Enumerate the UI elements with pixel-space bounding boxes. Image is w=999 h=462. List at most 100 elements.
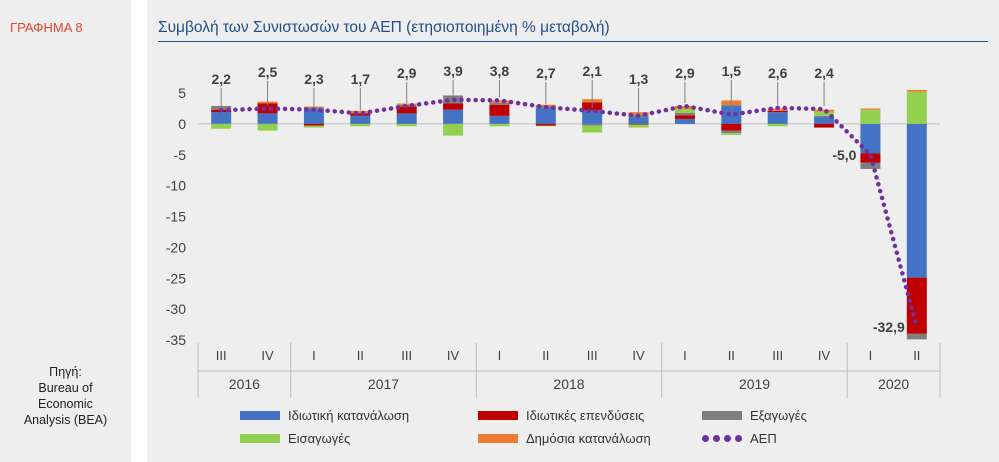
x-year-label: 2020 (878, 376, 909, 392)
bar-segment (721, 105, 742, 124)
bar-segment (211, 105, 232, 110)
bar-segment (211, 123, 232, 129)
y-tick-label: -20 (166, 239, 186, 255)
legend-label: Ιδιωτικές επενδύσεις (526, 408, 645, 423)
chart-legend: Ιδιωτική κατανάλωση Ιδιωτικές επενδύσεις… (240, 408, 980, 458)
bar-segment (489, 123, 510, 127)
data-label: 2,9 (397, 65, 417, 81)
x-quarter-label: II (728, 348, 735, 363)
bar-segment (674, 118, 695, 124)
chart-title: Συμβολή των Συνιστωσών του ΑΕΠ (ετησιοπο… (158, 19, 610, 36)
data-label: 2,9 (675, 65, 695, 81)
bar-segment (303, 125, 324, 128)
bar-segment (906, 277, 927, 334)
data-label: 2,6 (768, 65, 788, 81)
bar-segment (443, 123, 464, 136)
x-quarter-label: IV (818, 348, 831, 363)
legend-swatch (240, 434, 280, 443)
bar-segment (303, 109, 324, 124)
bar-segment (257, 123, 278, 131)
bar-segment (721, 133, 742, 135)
source-line: Economic (38, 397, 93, 411)
x-quarter-label: I (498, 348, 502, 363)
bar-segment (257, 103, 278, 114)
y-tick-label: 0 (178, 116, 186, 132)
legend-label: ΑΕΠ (750, 431, 777, 446)
bar-segment (350, 113, 371, 116)
data-label: 2,1 (582, 63, 602, 79)
bar-segment (814, 111, 835, 116)
x-quarter-label: II (357, 348, 364, 363)
x-quarter-label: I (683, 348, 687, 363)
x-quarter-label: III (587, 348, 598, 363)
x-quarter-label: III (401, 348, 412, 363)
left-sidebar (0, 0, 131, 462)
data-label: 2,3 (304, 71, 324, 87)
bar-segment (674, 112, 695, 116)
x-quarter-label: II (913, 348, 920, 363)
bar-segment (767, 112, 788, 124)
y-tick-label: -5 (174, 147, 187, 163)
bar-segment (628, 112, 649, 115)
legend-item: Εισαγωγές (240, 431, 350, 446)
bar-segment (906, 91, 927, 124)
source-line: Bureau of (38, 381, 93, 395)
x-quarter-label: I (869, 348, 873, 363)
legend-line-swatch (702, 434, 742, 443)
bar-segment (489, 102, 510, 105)
legend-label: Ιδιωτική κατανάλωση (288, 408, 410, 423)
source-note: Πηγή: Bureau of Economic Analysis (BEA) (0, 364, 131, 428)
y-tick-label: -30 (166, 301, 186, 317)
x-year-label: 2018 (553, 376, 584, 392)
bar-segment (767, 110, 788, 113)
y-tick-label: -10 (166, 178, 186, 194)
bar-segment (396, 106, 417, 114)
legend-swatch (478, 434, 518, 443)
bar-segment (303, 106, 324, 108)
x-quarter-label: III (772, 348, 783, 363)
bar-segment (535, 125, 556, 127)
bar-segment (814, 117, 835, 124)
data-label: -32,9 (873, 319, 905, 335)
bar-segment (303, 123, 324, 126)
bar-segment (860, 162, 881, 169)
bar-segment (721, 130, 742, 134)
legend-swatch (478, 411, 518, 420)
bar-segment (350, 110, 371, 113)
bar-segment (906, 123, 927, 278)
x-quarter-label: IV (447, 348, 460, 363)
data-label: 1,3 (629, 71, 649, 87)
data-label: 2,4 (814, 65, 834, 81)
bar-segment (582, 125, 603, 133)
x-quarter-label: III (216, 348, 227, 363)
bar-segment (860, 123, 881, 154)
bar-segment (535, 107, 556, 124)
bar-segment (906, 89, 927, 92)
y-tick-label: -15 (166, 209, 186, 225)
bar-segment (396, 123, 417, 127)
bar-segment (350, 112, 371, 114)
bar-segment (396, 103, 417, 105)
bar-segment (814, 115, 835, 118)
chart-number-label: ΓΡΑΦΗΜΑ 8 (10, 20, 83, 35)
bar-segment (628, 123, 649, 125)
bar-segment (489, 104, 510, 116)
x-year-label: 2019 (739, 376, 770, 392)
chart-panel (147, 0, 999, 462)
legend-item: ΑΕΠ (702, 431, 777, 446)
x-quarter-label: I (312, 348, 316, 363)
y-tick-label: 5 (178, 85, 186, 101)
bar-segment (582, 110, 603, 124)
bar-segment (721, 123, 742, 131)
bar-segment (674, 115, 695, 119)
bar-segment (906, 333, 927, 340)
legend-item: Ιδιωτικές επενδύσεις (478, 408, 644, 423)
legend-label: Δημόσια κατανάλωση (526, 431, 651, 446)
bar-segment (396, 113, 417, 124)
bar-segment (767, 123, 788, 127)
y-tick-label: -25 (166, 270, 186, 286)
data-label: 3,9 (443, 63, 463, 79)
bar-segment (535, 123, 556, 126)
x-year-label: 2017 (368, 376, 399, 392)
